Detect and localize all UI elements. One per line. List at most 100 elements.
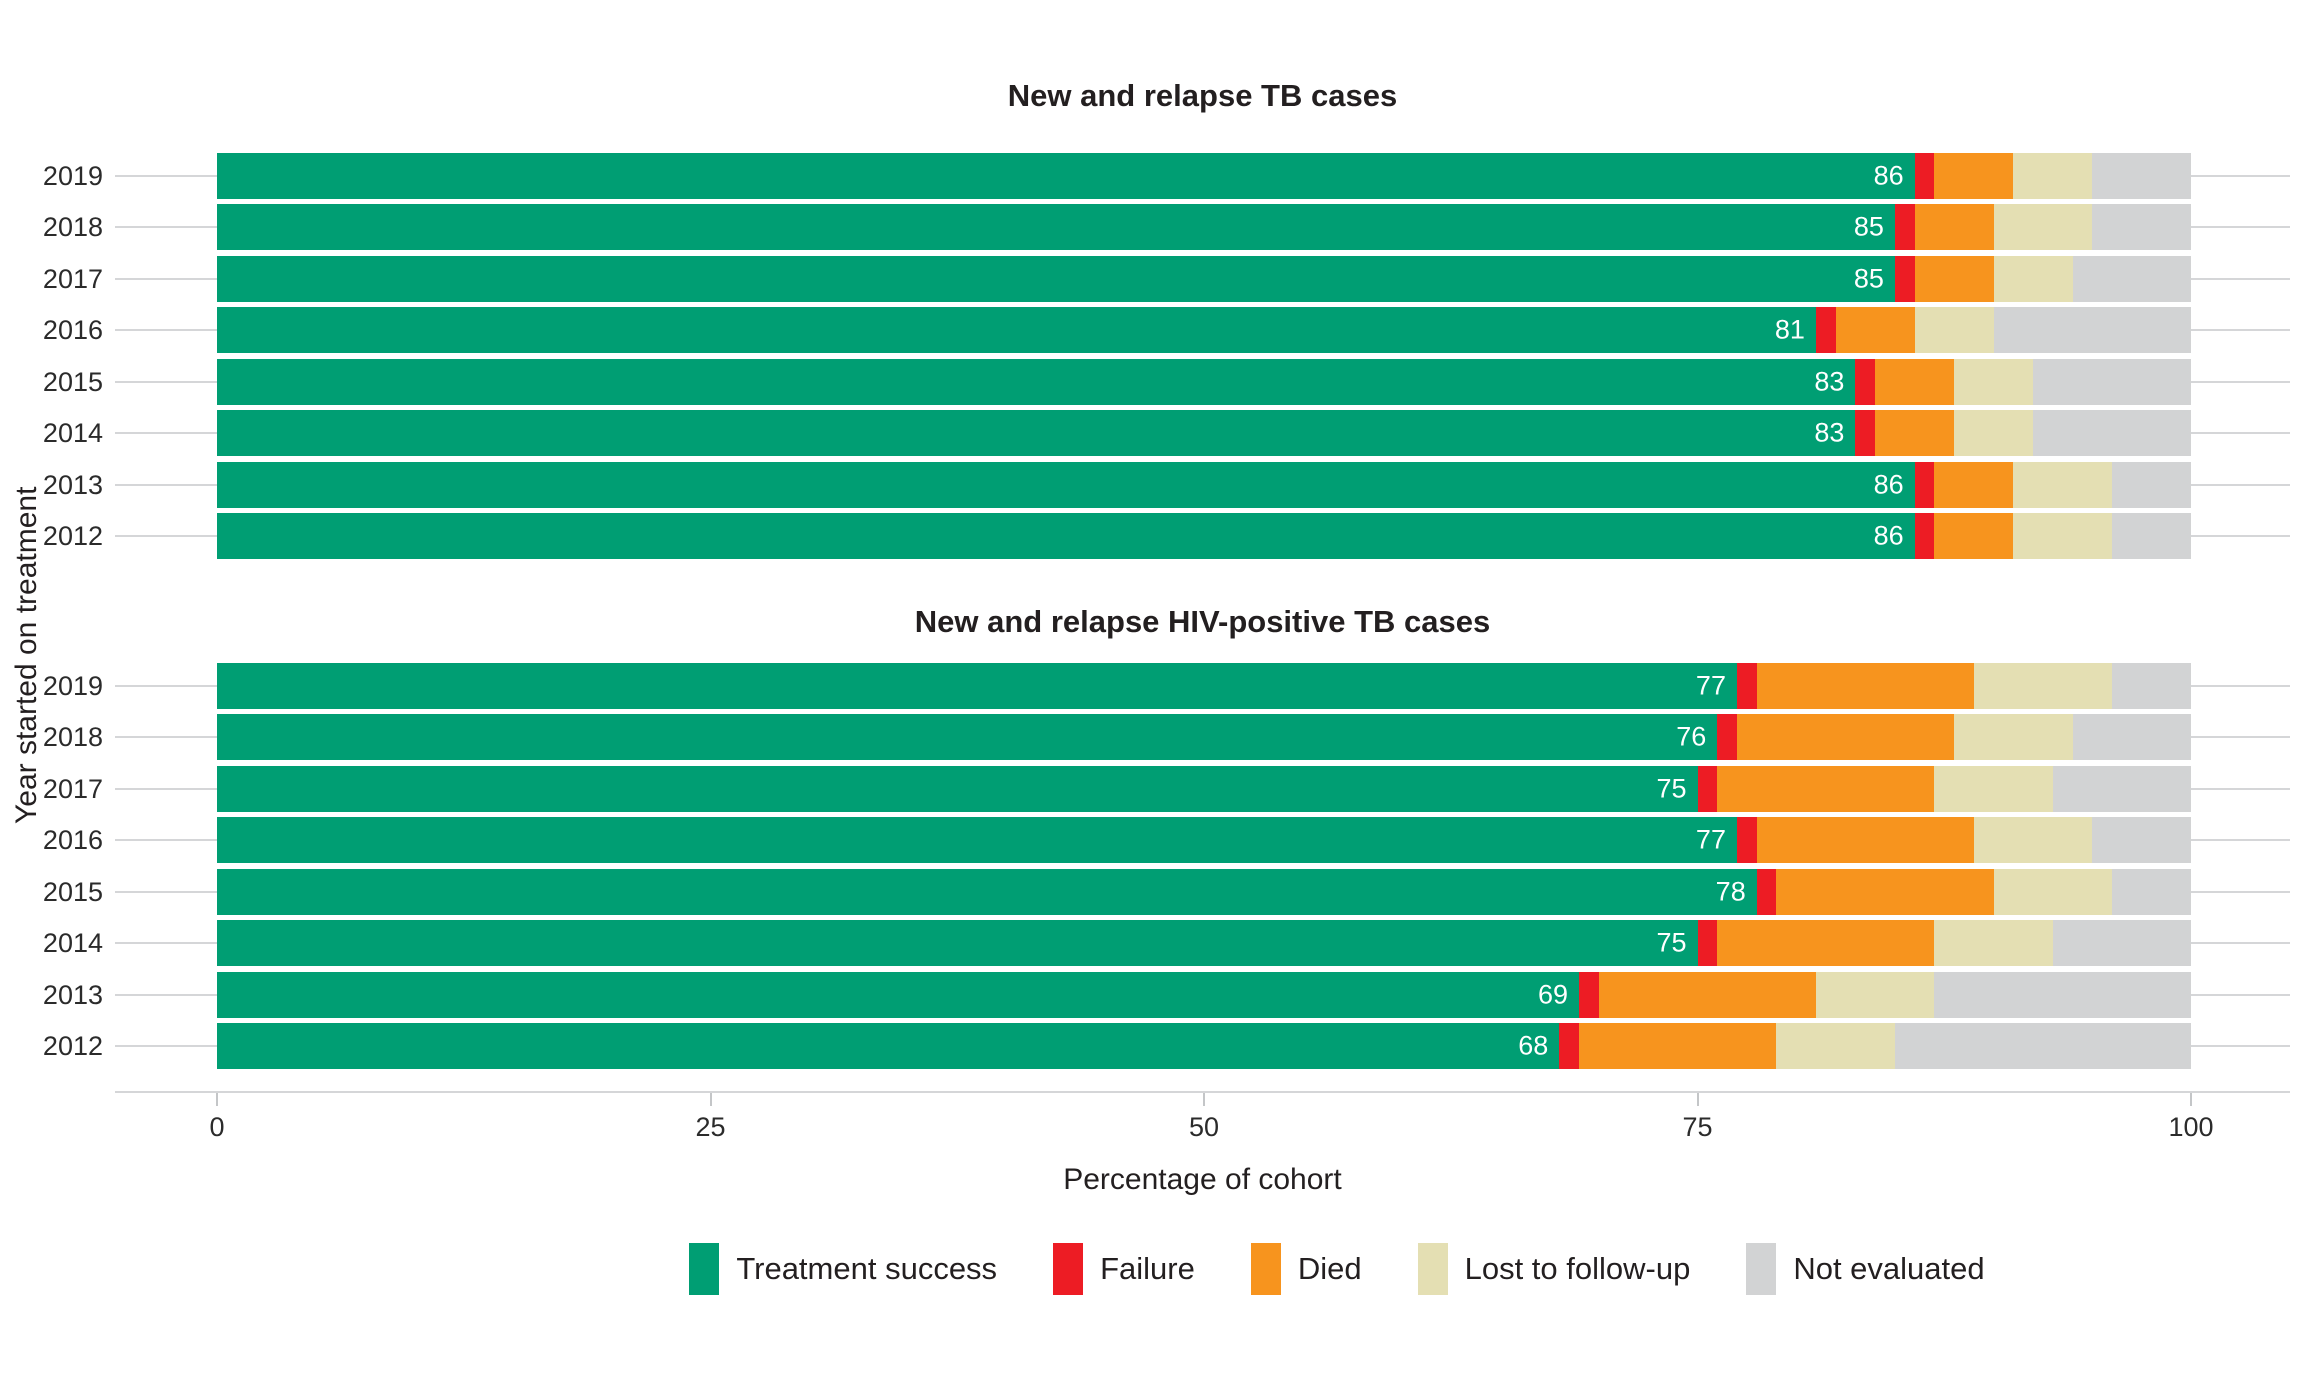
segment-not-evaluated bbox=[2072, 255, 2191, 302]
legend: Treatment success Failure Died Lost to foll… bbox=[0, 1243, 2304, 1295]
x-tick bbox=[216, 1093, 218, 1106]
segment-lost-to-follow-up bbox=[1934, 765, 2053, 812]
segment-failure bbox=[1914, 152, 1935, 199]
segment-not-evaluated bbox=[2092, 152, 2191, 199]
segment-failure bbox=[1914, 513, 1935, 560]
segment-lost-to-follow-up bbox=[1815, 971, 1935, 1018]
segment-not-evaluated bbox=[2033, 410, 2191, 457]
bar-value-label: 85 bbox=[1853, 211, 1884, 242]
x-tick-label: 100 bbox=[2168, 1112, 2214, 1142]
segment-lost-to-follow-up bbox=[2013, 152, 2093, 199]
segment-not-evaluated bbox=[2072, 714, 2191, 761]
legend-key-lost-to-follow-up bbox=[1417, 1243, 1448, 1295]
legend-label: Not evaluated bbox=[1793, 1251, 1985, 1286]
x-tick bbox=[1696, 1093, 1699, 1106]
segment-lost-to-follow-up bbox=[1954, 358, 2034, 405]
segment-died bbox=[1875, 410, 1955, 457]
stacked-bar: 75 bbox=[217, 920, 2191, 967]
x-axis-label: Percentage of cohort bbox=[1063, 1163, 1342, 1196]
segment-failure bbox=[1697, 765, 1718, 812]
segment-treatment-success: 83 bbox=[217, 358, 1856, 405]
segment-treatment-success: 86 bbox=[217, 461, 1915, 508]
stacked-bar: 86 bbox=[217, 461, 2191, 508]
year-label: 2012 bbox=[42, 521, 103, 552]
year-label: 2019 bbox=[42, 160, 103, 191]
segment-not-evaluated bbox=[2112, 868, 2191, 915]
segment-treatment-success: 81 bbox=[217, 307, 1816, 354]
bar-value-label: 69 bbox=[1538, 979, 1569, 1010]
segment-failure bbox=[1894, 204, 1915, 251]
y-axis-label: Year started on treatment bbox=[10, 486, 43, 824]
segment-lost-to-follow-up bbox=[1914, 307, 1994, 354]
segment-treatment-success: 85 bbox=[217, 204, 1895, 251]
year-label: 2018 bbox=[42, 212, 103, 243]
segment-died bbox=[1914, 255, 1994, 302]
segment-treatment-success: 76 bbox=[217, 714, 1718, 761]
segment-failure bbox=[1697, 920, 1718, 967]
segment-lost-to-follow-up bbox=[1993, 868, 2113, 915]
segment-lost-to-follow-up bbox=[1954, 714, 2073, 761]
stacked-bar: 76 bbox=[217, 714, 2191, 761]
legend-key-failure bbox=[1053, 1243, 1084, 1295]
segment-died bbox=[1934, 461, 2014, 508]
segment-not-evaluated bbox=[2112, 513, 2191, 560]
segment-died bbox=[1736, 714, 1955, 761]
segment-lost-to-follow-up bbox=[1954, 410, 2034, 457]
year-label: 2017 bbox=[42, 263, 103, 294]
legend-item-failure: Failure bbox=[1053, 1243, 1195, 1295]
segment-treatment-success: 77 bbox=[217, 662, 1737, 709]
segment-failure bbox=[1736, 662, 1757, 709]
bar-value-label: 77 bbox=[1695, 670, 1726, 701]
legend-item-died: Died bbox=[1250, 1243, 1362, 1295]
x-tick bbox=[1203, 1093, 1205, 1106]
segment-died bbox=[1776, 868, 1994, 915]
stacked-bar: 81 bbox=[217, 307, 2191, 354]
segment-failure bbox=[1579, 971, 1599, 1018]
stacked-bar: 77 bbox=[217, 817, 2191, 864]
legend-item-not-evaluated: Not evaluated bbox=[1746, 1243, 1985, 1295]
year-label: 2017 bbox=[42, 773, 103, 804]
legend-label: Died bbox=[1297, 1251, 1362, 1286]
x-tick bbox=[709, 1093, 712, 1106]
segment-died bbox=[1835, 307, 1915, 354]
stacked-bar: 75 bbox=[217, 765, 2191, 812]
segment-not-evaluated bbox=[2052, 920, 2191, 967]
stacked-bar: 86 bbox=[217, 152, 2191, 199]
bar-value-label: 86 bbox=[1873, 160, 1904, 191]
segment-failure bbox=[1559, 1023, 1580, 1070]
segment-failure bbox=[1855, 358, 1876, 405]
segment-failure bbox=[1736, 817, 1757, 864]
segment-not-evaluated bbox=[1993, 307, 2191, 354]
year-label: 2014 bbox=[42, 928, 103, 959]
x-axis-line bbox=[115, 1091, 2290, 1093]
segment-not-evaluated bbox=[2112, 662, 2191, 709]
x-tick bbox=[2190, 1093, 2192, 1106]
segment-failure bbox=[1815, 307, 1836, 354]
segment-treatment-success: 77 bbox=[217, 817, 1737, 864]
segment-died bbox=[1875, 358, 1955, 405]
segment-died bbox=[1934, 152, 2014, 199]
segment-failure bbox=[1855, 410, 1876, 457]
bar-value-label: 86 bbox=[1873, 469, 1904, 500]
legend-key-not-evaluated bbox=[1746, 1243, 1777, 1295]
segment-not-evaluated bbox=[2092, 817, 2191, 864]
year-label: 2013 bbox=[42, 469, 103, 500]
year-label: 2015 bbox=[42, 876, 103, 907]
stacked-bar: 85 bbox=[217, 204, 2191, 251]
bar-value-label: 83 bbox=[1814, 366, 1845, 397]
bar-value-label: 77 bbox=[1695, 824, 1726, 855]
segment-not-evaluated bbox=[2112, 461, 2191, 508]
bar-value-label: 78 bbox=[1715, 876, 1746, 907]
segment-lost-to-follow-up bbox=[1993, 204, 2093, 251]
segment-treatment-success: 78 bbox=[217, 868, 1757, 915]
segment-treatment-success: 86 bbox=[217, 152, 1915, 199]
legend-label: Lost to follow-up bbox=[1464, 1251, 1691, 1286]
segment-died bbox=[1717, 765, 1935, 812]
segment-treatment-success: 69 bbox=[217, 971, 1580, 1018]
stacked-bar: 68 bbox=[217, 1023, 2191, 1070]
segment-treatment-success: 86 bbox=[217, 513, 1915, 560]
segment-failure bbox=[1894, 255, 1915, 302]
segment-lost-to-follow-up bbox=[1934, 920, 2053, 967]
segment-treatment-success: 83 bbox=[217, 410, 1856, 457]
legend-key-treatment-success bbox=[689, 1243, 720, 1295]
